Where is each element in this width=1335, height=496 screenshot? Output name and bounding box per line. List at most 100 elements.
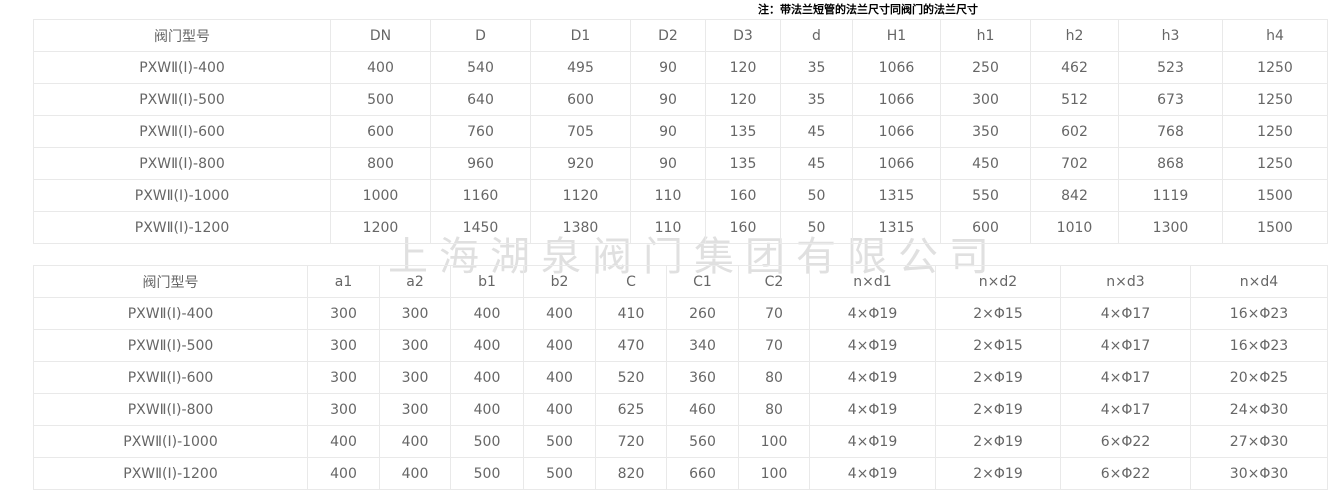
dimension-cell: 2×Φ15 bbox=[935, 297, 1061, 330]
column-header: h1 bbox=[940, 19, 1031, 52]
dimension-cell: 1500 bbox=[1222, 211, 1328, 244]
valve-model-cell: PXWⅡ(Ⅰ)-1000 bbox=[33, 179, 331, 212]
column-header: 阀门型号 bbox=[33, 19, 331, 52]
valve-model-cell: PXWⅡ(Ⅰ)-500 bbox=[33, 83, 331, 116]
dimension-cell: 462 bbox=[1030, 51, 1119, 84]
column-header: n×d3 bbox=[1060, 265, 1191, 298]
dimension-cell: 960 bbox=[430, 147, 531, 180]
dimension-cell: 300 bbox=[307, 297, 380, 330]
column-header: n×d2 bbox=[935, 265, 1061, 298]
dimension-cell: 100 bbox=[738, 457, 810, 490]
dimension-cell: 460 bbox=[666, 393, 739, 426]
column-header: D2 bbox=[630, 19, 706, 52]
dimension-cell: 300 bbox=[379, 393, 451, 426]
table-row: PXWⅡ(Ⅰ)-400 400 540 495 90 120 35 1066 250 462 523… bbox=[33, 51, 1328, 84]
valve-model-cell: PXWⅡ(Ⅰ)-800 bbox=[33, 393, 308, 426]
dimension-cell: 340 bbox=[666, 329, 739, 362]
dimension-cell: 1200 bbox=[330, 211, 431, 244]
dimension-cell: 760 bbox=[430, 115, 531, 148]
dimension-cell: 70 bbox=[738, 297, 810, 330]
dimension-cell: 16×Φ23 bbox=[1190, 329, 1328, 362]
table-row: PXWⅡ(Ⅰ)-1000 1000 1160 1120 110 160 50 1315 550 8… bbox=[33, 179, 1328, 212]
dimension-cell: 1010 bbox=[1030, 211, 1119, 244]
dimension-cell: 640 bbox=[430, 83, 531, 116]
dimension-cell: 2×Φ19 bbox=[935, 425, 1061, 458]
dimension-cell: 50 bbox=[780, 179, 853, 212]
dimension-cell: 90 bbox=[630, 51, 706, 84]
dimension-cell: 1066 bbox=[852, 115, 941, 148]
dimension-cell: 400 bbox=[450, 361, 524, 394]
dimension-cell: 400 bbox=[523, 361, 596, 394]
dimension-cell: 400 bbox=[307, 425, 380, 458]
dimension-cell: 2×Φ19 bbox=[935, 361, 1061, 394]
column-header: n×d4 bbox=[1190, 265, 1328, 298]
dimension-cell: 400 bbox=[330, 51, 431, 84]
column-header: C bbox=[595, 265, 667, 298]
valve-model-cell: PXWⅡ(Ⅰ)-400 bbox=[33, 51, 331, 84]
table-row: PXWⅡ(Ⅰ)-1000 400 400 500 500 720 560 100 4×Φ19 2×… bbox=[33, 425, 1328, 458]
dimension-cell: 560 bbox=[666, 425, 739, 458]
column-header: b2 bbox=[523, 265, 596, 298]
valve-model-cell: PXWⅡ(Ⅰ)-1200 bbox=[33, 457, 308, 490]
dimension-cell: 1300 bbox=[1118, 211, 1223, 244]
dimension-cell: 80 bbox=[738, 361, 810, 394]
dimension-cell: 120 bbox=[705, 51, 781, 84]
dimension-cell: 135 bbox=[705, 115, 781, 148]
dimension-cell: 4×Φ19 bbox=[809, 329, 936, 362]
column-header: a2 bbox=[379, 265, 451, 298]
dimension-cell: 1315 bbox=[852, 179, 941, 212]
dimension-cell: 1120 bbox=[530, 179, 631, 212]
dimension-cell: 600 bbox=[940, 211, 1031, 244]
dimension-cell: 400 bbox=[450, 297, 524, 330]
dimension-cell: 1250 bbox=[1222, 51, 1328, 84]
dimension-cell: 500 bbox=[523, 457, 596, 490]
dimension-cell: 500 bbox=[450, 425, 524, 458]
column-header: h2 bbox=[1030, 19, 1119, 52]
dimension-cell: 35 bbox=[780, 83, 853, 116]
valve-model-cell: PXWⅡ(Ⅰ)-1200 bbox=[33, 211, 331, 244]
table-header-row: 阀门型号 a1 a2 b1 b2 C C1 C2 n×d1 n×d2 n×d3 n×d4 bbox=[33, 265, 1328, 298]
table-row: PXWⅡ(Ⅰ)-500 300 300 400 400 470 340 70 4×Φ19 2×Φ1… bbox=[33, 329, 1328, 362]
dimension-cell: 35 bbox=[780, 51, 853, 84]
dimension-cell: 400 bbox=[379, 425, 451, 458]
dimension-cell: 500 bbox=[330, 83, 431, 116]
dimension-cell: 4×Φ17 bbox=[1060, 393, 1191, 426]
dimension-cell: 90 bbox=[630, 83, 706, 116]
table-row: PXWⅡ(Ⅰ)-600 300 300 400 400 520 360 80 4×Φ19 2×Φ1… bbox=[33, 361, 1328, 394]
table-row: PXWⅡ(Ⅰ)-800 300 300 400 400 625 460 80 4×Φ19 2×Φ1… bbox=[33, 393, 1328, 426]
dimension-cell: 523 bbox=[1118, 51, 1223, 84]
dimension-cell: 70 bbox=[738, 329, 810, 362]
dimension-cell: 350 bbox=[940, 115, 1031, 148]
column-header: h4 bbox=[1222, 19, 1328, 52]
dimension-cell: 705 bbox=[530, 115, 631, 148]
dimension-cell: 520 bbox=[595, 361, 667, 394]
dimension-cell: 360 bbox=[666, 361, 739, 394]
dimension-cell: 1250 bbox=[1222, 115, 1328, 148]
valve-model-cell: PXWⅡ(Ⅰ)-1000 bbox=[33, 425, 308, 458]
dimension-cell: 300 bbox=[307, 393, 380, 426]
dimension-cell: 1066 bbox=[852, 83, 941, 116]
dimension-cell: 625 bbox=[595, 393, 667, 426]
dimension-cell: 260 bbox=[666, 297, 739, 330]
dimension-cell: 1500 bbox=[1222, 179, 1328, 212]
table-row: PXWⅡ(Ⅰ)-500 500 640 600 90 120 35 1066 300 512 673… bbox=[33, 83, 1328, 116]
dimension-cell: 602 bbox=[1030, 115, 1119, 148]
dimension-cell: 300 bbox=[307, 361, 380, 394]
column-header: D bbox=[430, 19, 531, 52]
dimension-cell: 2×Φ15 bbox=[935, 329, 1061, 362]
dimension-cell: 500 bbox=[523, 425, 596, 458]
dimension-cell: 400 bbox=[523, 393, 596, 426]
column-header: C2 bbox=[738, 265, 810, 298]
dimension-cell: 512 bbox=[1030, 83, 1119, 116]
dimension-cell: 1380 bbox=[530, 211, 631, 244]
dimension-cell: 400 bbox=[307, 457, 380, 490]
dimension-cell: 400 bbox=[379, 457, 451, 490]
column-header: H1 bbox=[852, 19, 941, 52]
dimension-cell: 495 bbox=[530, 51, 631, 84]
dimension-cell: 300 bbox=[379, 297, 451, 330]
valve-model-cell: PXWⅡ(Ⅰ)-400 bbox=[33, 297, 308, 330]
dimension-cell: 24×Φ30 bbox=[1190, 393, 1328, 426]
column-header: d bbox=[780, 19, 853, 52]
valve-dimensions-table-1: 阀门型号 DN D D1 D2 D3 d H1 h1 h2 h3 h4 PXWⅡ(Ⅰ)-400 400 5… bbox=[33, 19, 1328, 244]
dimension-cell: 842 bbox=[1030, 179, 1119, 212]
